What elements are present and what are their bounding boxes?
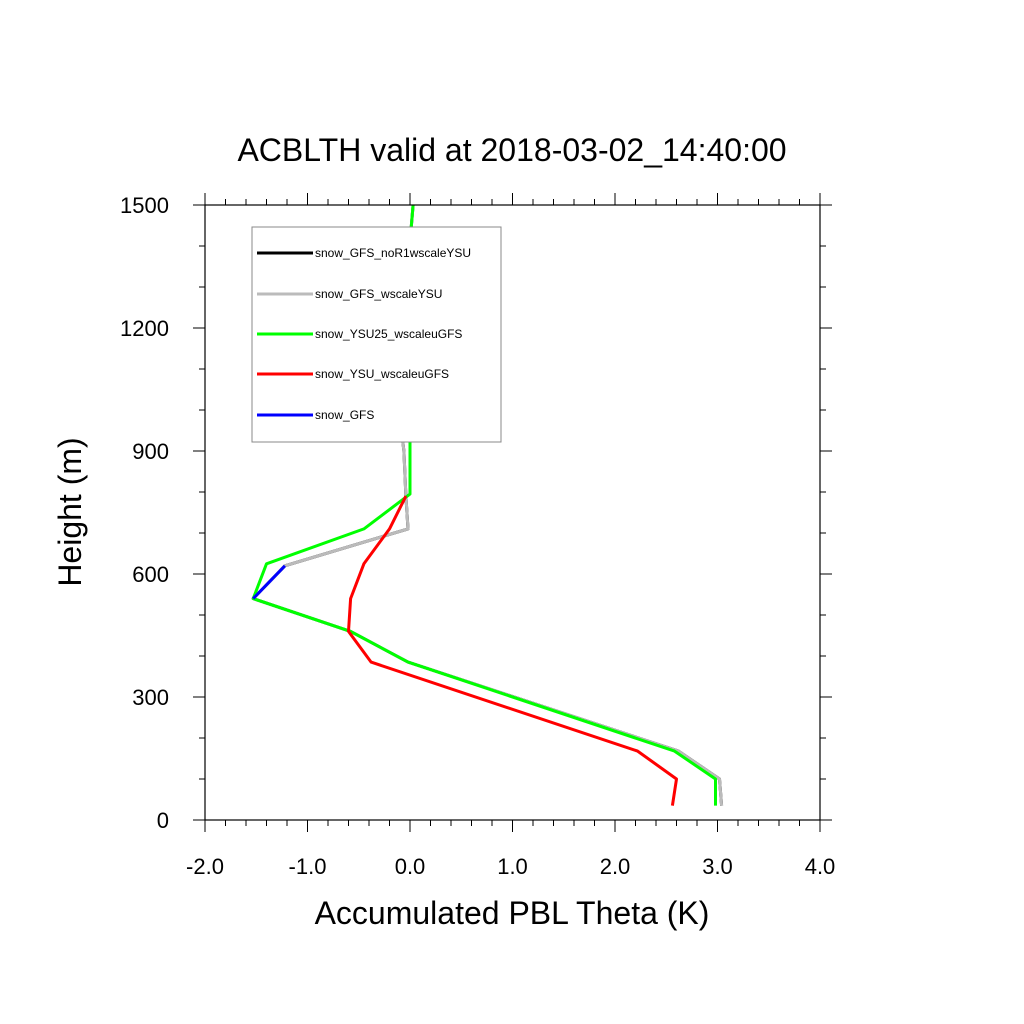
legend-label: snow_YSU25_wscaleuGFS — [315, 327, 462, 341]
x-tick-label: -1.0 — [289, 854, 327, 879]
y-tick-label: 900 — [132, 439, 169, 464]
x-tick-label: -2.0 — [186, 854, 224, 879]
legend-label: snow_GFS — [315, 408, 374, 422]
x-tick-label: 1.0 — [497, 854, 528, 879]
x-tick-label: 3.0 — [702, 854, 733, 879]
legend-label: snow_YSU_wscaleuGFS — [315, 367, 449, 381]
y-tick-label: 600 — [132, 562, 169, 587]
legend-label: snow_GFS_wscaleYSU — [315, 287, 442, 301]
y-tick-label: 1500 — [120, 193, 169, 218]
x-tick-label: 4.0 — [805, 854, 836, 879]
series-line-4 — [252, 564, 286, 600]
y-tick-label: 1200 — [120, 316, 169, 341]
legend: snow_GFS_noR1wscaleYSU snow_GFS_wscaleYSU… — [251, 226, 502, 443]
series-line-3 — [347, 495, 678, 806]
y-axis-label: Height (m) — [52, 437, 88, 586]
x-tick-label: 0.0 — [395, 854, 426, 879]
x-tick-label: 2.0 — [600, 854, 631, 879]
legend-label: snow_GFS_noR1wscaleYSU — [315, 246, 471, 260]
chart-title: ACBLTH valid at 2018-03-02_14:40:00 — [237, 132, 786, 168]
x-axis-label: Accumulated PBL Theta (K) — [315, 895, 710, 931]
ticks-layer: -2.0 -1.0 0.0 1.0 2.0 3.0 4.0 0 300 600 900 1200 150… — [120, 193, 835, 879]
y-tick-label: 0 — [157, 808, 169, 833]
y-tick-label: 300 — [132, 685, 169, 710]
